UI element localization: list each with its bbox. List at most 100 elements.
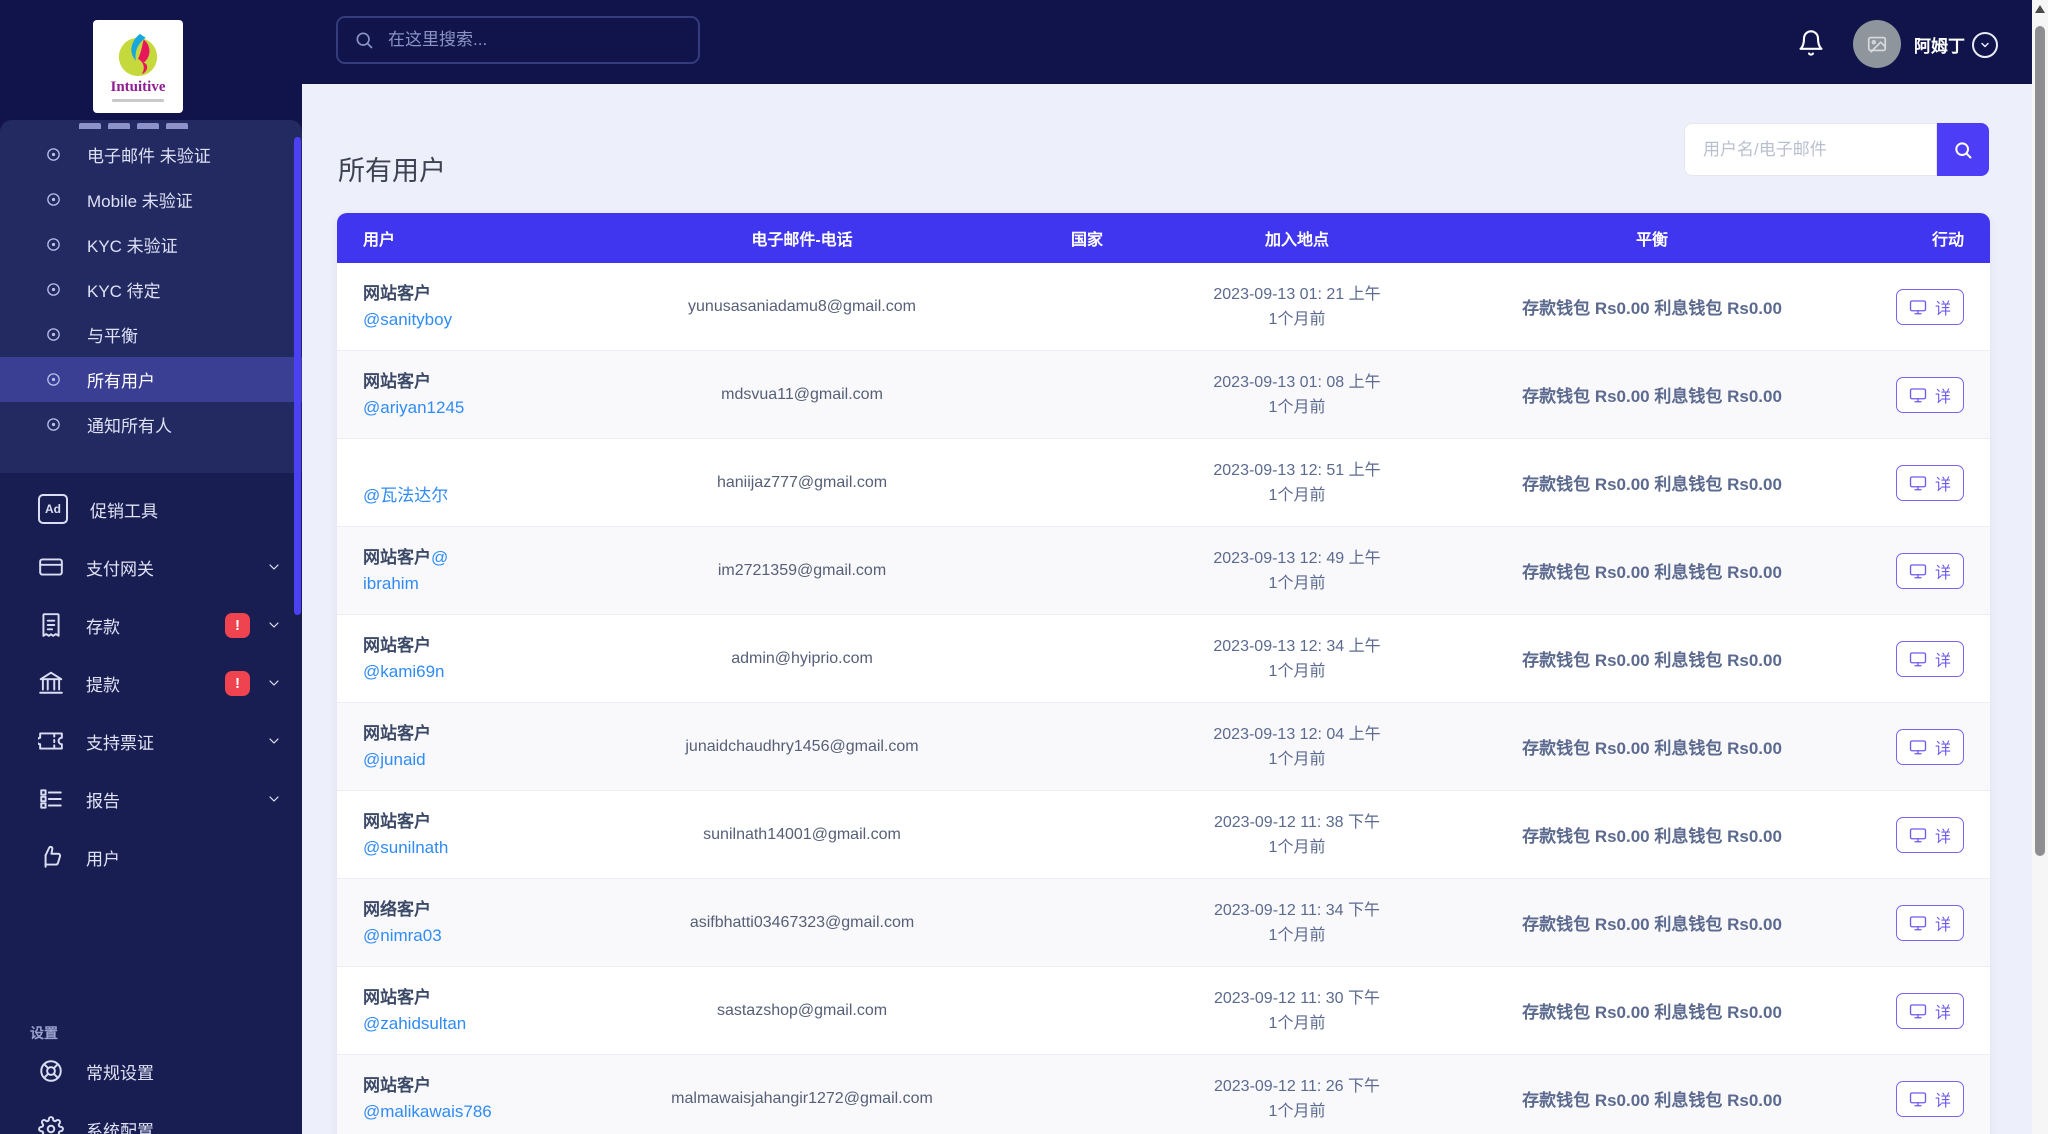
user-handle-link[interactable]: @junaid (363, 749, 426, 769)
sidebar-item-kyc-unverified[interactable]: KYC 未验证 (0, 222, 302, 267)
sidebar-item-system-configuration[interactable]: 系统配置 (0, 1100, 302, 1134)
details-button[interactable]: 详 (1895, 992, 1964, 1029)
user-handle-link[interactable]: @malikawais786 (363, 1101, 492, 1121)
sidebar-item-email-unverified[interactable]: 电子邮件 未验证 (0, 132, 302, 177)
joined-at: 2023-09-13 01: 08 上午 (1213, 373, 1381, 391)
details-button[interactable]: 详 (1895, 376, 1964, 413)
sidebar-item-general-settings[interactable]: 常规设置 (0, 1042, 302, 1100)
user-type: 网站客户 (363, 1075, 431, 1095)
details-button[interactable]: 详 (1895, 816, 1964, 853)
user-handle-link[interactable]: @ (431, 547, 449, 567)
table-row: 网站客户 @malikawais786 malmawaisjahangir127… (337, 1054, 1990, 1134)
user-menu-chevron-icon[interactable] (1972, 32, 1998, 58)
user-handle-link[interactable]: @nimra03 (363, 925, 442, 945)
sidebar-item-support-tickets[interactable]: 支持票证 (0, 712, 302, 770)
monitor-icon (1909, 914, 1927, 932)
sidebar-item-deposits[interactable]: 存款! (0, 596, 302, 654)
page-title: 所有用户 (338, 156, 446, 187)
user-handle-link[interactable]: @瓦法达尔 (363, 485, 449, 505)
sidebar-item-payment-gateways[interactable]: 支付网关 (0, 538, 302, 596)
thumb-icon (38, 844, 64, 870)
user-type: 网站客户 (363, 987, 431, 1007)
chevron-down-icon (266, 559, 282, 575)
scroll-up-arrow-icon[interactable] (2035, 5, 2045, 13)
user-filter-search-button[interactable] (1937, 123, 1989, 176)
scrollbar-thumb[interactable] (2035, 26, 2045, 856)
user-balance: 存款钱包 Rs0.00 利息钱包 Rs0.00 (1522, 827, 1782, 846)
details-button-label: 详 (1934, 1092, 1951, 1110)
sidebar-item-withdrawals[interactable]: 提款! (0, 654, 302, 712)
user-balance: 存款钱包 Rs0.00 利息钱包 Rs0.00 (1522, 475, 1782, 494)
user-balance: 存款钱包 Rs0.00 利息钱包 Rs0.00 (1522, 915, 1782, 934)
gear-icon (38, 1116, 64, 1134)
details-button[interactable]: 详 (1895, 904, 1964, 941)
report-icon (38, 786, 64, 812)
topbar: 阿姆丁 (0, 0, 2032, 84)
user-type: 网站客户 (363, 635, 431, 655)
sidebar-item-mobile-unverified[interactable]: Mobile 未验证 (0, 177, 302, 222)
user-email: im2721359@gmail.com (717, 561, 887, 579)
user-email: asifbhatti03467323@gmail.com (689, 913, 915, 931)
card-icon (38, 554, 64, 580)
sidebar-menu: 电子邮件 未验证 Mobile 未验证 KYC 未验证 KYC 待定 与平衡所有用户通知… (0, 120, 302, 1134)
details-button[interactable]: 详 (1895, 552, 1964, 589)
sidebar-item-label: 提款 (86, 675, 120, 695)
lifering-icon (38, 1058, 64, 1084)
sidebar-item-kyc-pending[interactable]: KYC 待定 (0, 267, 302, 312)
global-search-input[interactable] (386, 29, 682, 51)
details-button[interactable]: 详 (1895, 640, 1964, 677)
table-header-row: 用户 电子邮件-电话 国家 加入地点 平衡 行动 (337, 213, 1990, 263)
details-button[interactable]: 详 (1895, 1080, 1964, 1117)
details-button[interactable]: 详 (1895, 288, 1964, 325)
column-header: 行动 (1931, 232, 1964, 249)
details-button-label: 详 (1934, 300, 1951, 318)
avatar[interactable] (1853, 20, 1901, 68)
dot-icon (45, 146, 62, 163)
sidebar-item-notify-all[interactable]: 通知所有人 (0, 402, 302, 447)
sidebar-item-label: KYC 未验证 (87, 237, 178, 256)
sidebar: Intuitive 电子邮件 未验证 Mobile 未验证 KYC 未验证 KYC 待… (0, 0, 302, 1134)
sidebar-submenu-block (0, 120, 302, 473)
users-table: 用户 电子邮件-电话 国家 加入地点 平衡 行动 网站客户 @sanityboy yunu… (337, 213, 1990, 1134)
joined-at: 2023-09-12 11: 34 下午 (1213, 901, 1381, 919)
sidebar-item-reports[interactable]: 报告 (0, 770, 302, 828)
ad-icon: Ad (38, 494, 68, 524)
joined-at: 2023-09-13 12: 04 上午 (1213, 725, 1381, 743)
details-button-label: 详 (1934, 828, 1951, 846)
joined-ago: 1个月前 (1268, 750, 1326, 768)
sidebar-item-label: 报告 (86, 791, 120, 811)
sidebar-item-label: 与平衡 (87, 327, 138, 346)
column-header: 用户 (363, 232, 396, 249)
user-filter-input[interactable] (1684, 123, 1937, 176)
window-scrollbar[interactable] (2032, 0, 2048, 1134)
sidebar-item-users[interactable]: 用户 (0, 828, 302, 886)
logo[interactable]: Intuitive (93, 20, 183, 113)
user-handle-link[interactable]: ibrahim (363, 573, 419, 593)
joined-at: 2023-09-13 12: 51 上午 (1213, 461, 1381, 479)
notifications-bell-icon[interactable] (1797, 29, 1825, 57)
sidebar-scrollbar[interactable] (294, 137, 301, 615)
monitor-icon (1909, 738, 1927, 756)
sidebar-item-promotion-tools[interactable]: Ad 促销工具 (0, 480, 302, 538)
global-search[interactable] (336, 16, 700, 64)
user-handle-link[interactable]: @sunilnath (363, 837, 449, 857)
sidebar-item-label: KYC 待定 (87, 282, 161, 301)
user-handle-link[interactable]: @kami69n (363, 661, 445, 681)
user-balance: 存款钱包 Rs0.00 利息钱包 Rs0.00 (1522, 1091, 1782, 1110)
sidebar-item-label: 支付网关 (86, 559, 154, 579)
sidebar-item-with-balance[interactable]: 与平衡 (0, 312, 302, 357)
joined-ago: 1个月前 (1268, 838, 1326, 856)
sidebar-item-label: 促销工具 (90, 501, 158, 521)
monitor-icon (1909, 650, 1927, 668)
details-button-label: 详 (1934, 1004, 1951, 1022)
user-handle-link[interactable]: @zahidsultan (363, 1013, 467, 1033)
table-row: 网站客户 @zahidsultan sastazshop@gmail.com 2… (337, 966, 1990, 1054)
sidebar-item-label: 通知所有人 (87, 417, 172, 436)
sidebar-item-all-users[interactable]: 所有用户 (0, 357, 302, 402)
user-handle-link[interactable]: @ariyan1245 (363, 397, 465, 417)
details-button[interactable]: 详 (1895, 728, 1964, 765)
details-button-label: 详 (1934, 652, 1951, 670)
user-handle-link[interactable]: @sanityboy (363, 309, 453, 329)
details-button[interactable]: 详 (1895, 464, 1964, 501)
